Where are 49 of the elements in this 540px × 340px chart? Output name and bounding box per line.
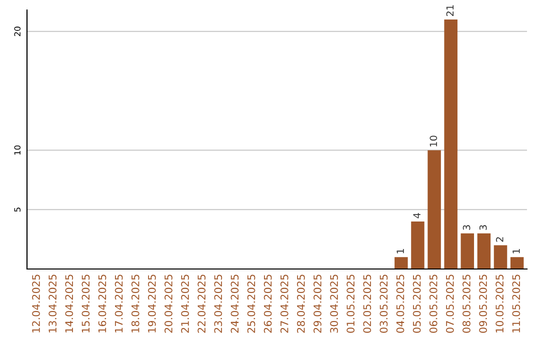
- y-tick-label: 20: [14, 26, 21, 36]
- data-label: 3: [462, 225, 470, 230]
- x-tick-label: 04.05.2025: [396, 274, 404, 333]
- x-tick-label: 24.04.2025: [230, 274, 239, 333]
- data-label: 1: [396, 249, 404, 254]
- x-tick-label: 06.05.2025: [429, 274, 438, 333]
- x-tick-label: 28.04.2025: [296, 274, 305, 333]
- y-tick-label: 10: [14, 145, 21, 155]
- data-label: 4: [413, 213, 420, 218]
- x-tick-label: 17.04.2025: [114, 274, 123, 332]
- x-tick-label: 09.05.2025: [479, 274, 487, 333]
- bar: [394, 257, 408, 269]
- x-tick-label: 12.04.2025: [32, 274, 40, 332]
- data-label: 10: [430, 136, 438, 146]
- x-tick-label: 18.04.2025: [131, 274, 140, 332]
- x-tick-label: 20.04.2025: [164, 274, 172, 333]
- x-tick-label: 19.04.2025: [148, 274, 156, 332]
- x-tick-label: 15.04.2025: [82, 274, 90, 332]
- x-tick-label: 22.04.2025: [198, 274, 206, 333]
- x-tick-label: 25.04.2025: [247, 274, 256, 333]
- x-tick-label: 10.05.2025: [496, 274, 504, 332]
- x-tick-label: 11.05.2025: [512, 274, 520, 332]
- x-tick-label: 14.04.2025: [65, 274, 74, 332]
- data-label: 3: [479, 225, 487, 230]
- bar: [411, 221, 424, 269]
- x-tick-label: 07.05.2025: [446, 274, 454, 333]
- x-tick-label: 30.04.2025: [330, 274, 338, 333]
- x-tick-label: 08.05.2025: [462, 274, 470, 333]
- bar: [494, 245, 508, 269]
- bar: [477, 233, 491, 269]
- x-tick-label: 13.04.2025: [48, 274, 57, 332]
- data-label: 2: [496, 237, 504, 242]
- x-tick-label: 29.04.2025: [314, 274, 322, 333]
- x-tick-label: 05.05.2025: [412, 274, 421, 333]
- bar: [444, 20, 458, 269]
- x-tick-label: 23.04.2025: [214, 274, 222, 333]
- x-tick-label: 01.05.2025: [346, 274, 355, 333]
- data-label: 21: [446, 5, 454, 16]
- bar: [510, 257, 524, 269]
- bar: [428, 150, 441, 269]
- y-tick-label: 5: [14, 208, 21, 212]
- bar: [460, 233, 474, 269]
- data-label: 1: [512, 249, 520, 254]
- x-tick-label: 21.04.2025: [181, 274, 189, 333]
- x-tick-label: 02.05.2025: [363, 274, 372, 333]
- x-tick-label: 03.05.2025: [380, 274, 388, 333]
- x-tick-label: 16.04.2025: [98, 274, 106, 332]
- x-tick-label: 27.04.2025: [280, 274, 288, 333]
- x-tick-label: 26.04.2025: [264, 274, 272, 333]
